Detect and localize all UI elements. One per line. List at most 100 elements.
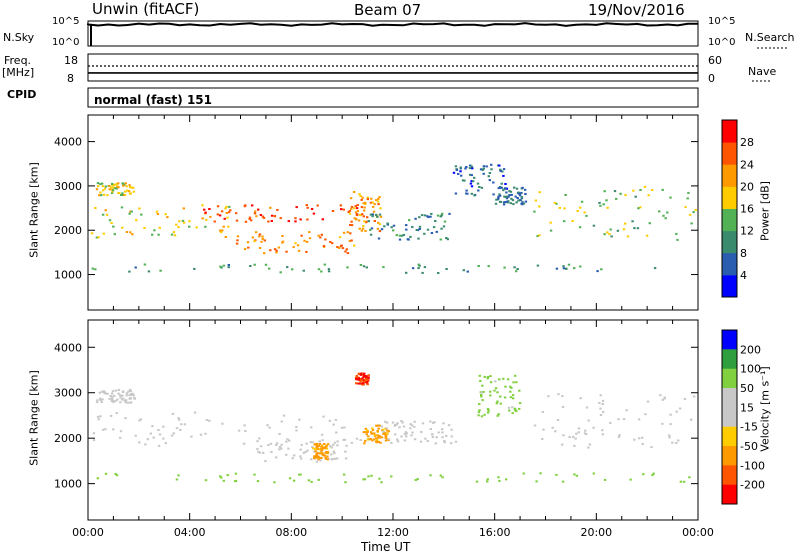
- date-title: 19/Nov/2016: [588, 1, 685, 19]
- power-cell: [188, 225, 191, 228]
- velocity-cell: [325, 447, 329, 450]
- velocity-cell: [370, 432, 373, 435]
- power-cell: [362, 215, 365, 218]
- velocity-cell: [318, 452, 322, 455]
- power-cell: [521, 203, 524, 206]
- power-colorbar-tick-label: 8: [740, 247, 747, 260]
- velocity-cell: [313, 457, 316, 460]
- power-cell: [448, 212, 451, 215]
- velocity-cell: [164, 442, 167, 445]
- velocity-cell: [577, 431, 580, 434]
- velocity-cell: [503, 396, 507, 399]
- power-cell: [470, 165, 473, 168]
- velocity-cell: [362, 379, 365, 382]
- power-cell: [306, 206, 309, 209]
- power-cell: [477, 265, 480, 267]
- velocity-cell: [601, 403, 604, 405]
- velocity-cell: [317, 478, 320, 481]
- velocity-cell: [380, 436, 384, 439]
- velocity-cell: [335, 431, 338, 434]
- power-cell: [273, 248, 277, 251]
- velocity-cell: [306, 449, 309, 452]
- velocity-cell: [365, 380, 368, 383]
- power-cell: [308, 237, 312, 240]
- velocity-cell: [504, 385, 507, 388]
- power-cell: [432, 226, 436, 229]
- velocity-cell: [103, 391, 107, 394]
- velocity-cell: [443, 441, 446, 444]
- power-cell: [457, 173, 460, 175]
- power-cell: [248, 217, 251, 220]
- power-cell: [538, 205, 541, 208]
- velocity-cell: [450, 435, 453, 438]
- velocity-cell: [642, 473, 645, 476]
- velocity-cell: [312, 447, 315, 450]
- power-cell: [487, 175, 490, 178]
- velocity-cell: [671, 441, 674, 444]
- power-cell: [508, 194, 511, 197]
- velocity-cell: [179, 428, 182, 431]
- power-cell: [120, 194, 124, 196]
- power-cell: [468, 173, 472, 176]
- power-cell: [359, 264, 363, 266]
- power-cell: [375, 213, 378, 216]
- velocity-cell: [429, 428, 432, 430]
- power-cell: [555, 202, 558, 205]
- velocity-cell: [299, 455, 302, 458]
- velocity-cell: [115, 474, 119, 477]
- power-cell: [188, 220, 191, 223]
- velocity-cell: [367, 376, 370, 379]
- velocity-cell: [496, 414, 499, 417]
- velocity-cell: [592, 472, 595, 475]
- velocity-colorbar-tick-label: -100: [740, 459, 765, 472]
- power-cell: [440, 214, 443, 217]
- power-cell: [247, 246, 250, 249]
- velocity-cell: [555, 473, 558, 476]
- velocity-cell: [295, 429, 298, 432]
- velocity-cell: [509, 390, 512, 393]
- velocity-colorbar: [722, 330, 737, 505]
- power-colorbar-segment: [722, 142, 737, 165]
- velocity-cell: [556, 419, 560, 421]
- velocity-cell: [598, 402, 601, 404]
- velocity-cell: [688, 476, 691, 479]
- velocity-cell: [112, 401, 115, 404]
- velocity-cell: [661, 422, 664, 425]
- velocity-cell: [400, 420, 403, 422]
- power-cell: [98, 194, 101, 197]
- velocity-cell: [334, 457, 337, 460]
- velocity-cell: [114, 399, 117, 402]
- velocity-cell: [362, 380, 365, 383]
- power-cell: [377, 197, 380, 200]
- velocity-cell: [413, 438, 417, 441]
- velocity-cell: [535, 480, 538, 483]
- power-cell: [619, 192, 622, 195]
- power-cell: [573, 267, 576, 270]
- velocity-cell: [205, 419, 209, 421]
- power-cell: [476, 182, 480, 185]
- velocity-cell: [363, 442, 366, 445]
- velocity-cell: [332, 423, 335, 426]
- velocity-colorbar-tick-label: -200: [740, 479, 765, 492]
- power-cell: [455, 169, 459, 171]
- power-cell: [345, 248, 348, 251]
- power-cell: [128, 184, 131, 187]
- velocity-cell: [293, 454, 296, 457]
- velocity-cell: [375, 424, 378, 427]
- power-cell: [358, 213, 362, 216]
- power-cell: [358, 193, 361, 196]
- velocity-cell: [373, 432, 376, 435]
- velocity-cell: [111, 390, 115, 393]
- velocity-cell: [114, 389, 117, 392]
- power-cell: [361, 196, 364, 199]
- velocity-cell: [361, 377, 364, 380]
- power-cell: [349, 197, 353, 200]
- velocity-cell: [326, 458, 329, 461]
- power-cell: [181, 219, 185, 222]
- velocity-cell: [380, 481, 383, 484]
- power-cell: [579, 206, 582, 209]
- power-cell: [505, 187, 509, 190]
- power-cell: [511, 199, 515, 202]
- velocity-cell: [692, 395, 696, 398]
- velocity-cell: [365, 381, 369, 384]
